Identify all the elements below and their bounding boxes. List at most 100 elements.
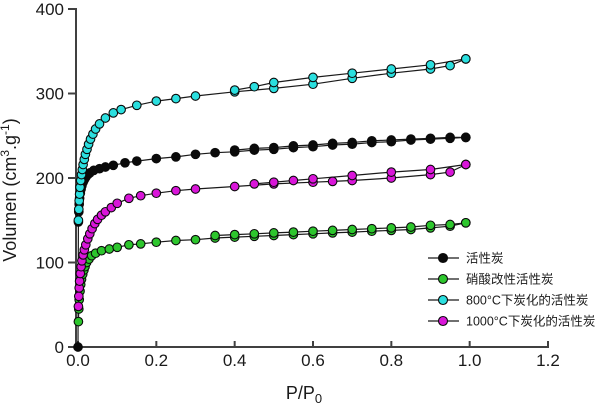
legend-item-label: 硝酸改性活性炭 <box>466 272 554 287</box>
data-point <box>308 173 318 184</box>
data-point <box>288 227 299 237</box>
data-point <box>73 215 84 226</box>
x-tick-label: 0.0 <box>66 351 90 370</box>
y-tick-label: 300 <box>36 85 64 104</box>
data-point <box>108 160 119 171</box>
data-point <box>386 223 397 233</box>
series-2 <box>73 54 471 226</box>
data-point <box>386 64 397 74</box>
data-point <box>308 226 318 237</box>
data-point <box>112 198 123 209</box>
data-point <box>100 162 111 172</box>
data-point <box>445 132 455 143</box>
data-point <box>445 60 455 71</box>
data-point <box>347 170 358 181</box>
data-point <box>268 142 279 153</box>
y-tick-label: 200 <box>36 169 64 188</box>
data-point <box>190 91 201 101</box>
data-point <box>73 316 84 327</box>
data-point <box>327 225 338 236</box>
data-point <box>73 342 83 352</box>
data-point <box>190 149 201 160</box>
data-point <box>171 152 181 162</box>
data-point <box>268 177 279 188</box>
data-point <box>116 104 126 115</box>
data-point <box>406 222 416 232</box>
x-tick-label: 1.2 <box>536 351 560 370</box>
data-point <box>151 188 162 199</box>
data-point <box>229 85 240 95</box>
data-point <box>96 245 107 256</box>
data-point <box>308 140 318 150</box>
data-point <box>229 181 240 192</box>
data-point <box>249 179 260 189</box>
data-point <box>94 119 105 129</box>
data-point <box>460 54 471 64</box>
legend-marker-2 <box>437 294 449 306</box>
data-point <box>288 175 299 186</box>
data-point <box>249 228 260 239</box>
x-tick-label: 0.2 <box>145 351 169 370</box>
data-point <box>151 96 162 106</box>
data-point <box>406 134 416 144</box>
data-point <box>347 224 358 235</box>
x-tick-label: 1.0 <box>458 351 482 370</box>
data-point <box>327 138 338 149</box>
x-tick-label: 0.6 <box>301 351 325 370</box>
x-tick-label: 0.8 <box>380 351 404 370</box>
data-point <box>210 230 220 241</box>
data-point <box>190 184 201 194</box>
data-point <box>73 301 84 312</box>
data-point <box>112 242 123 253</box>
data-point <box>151 153 162 164</box>
data-point <box>190 234 201 245</box>
data-point <box>249 143 260 154</box>
series-3 <box>73 159 471 312</box>
data-point <box>425 164 436 175</box>
data-point <box>131 100 142 111</box>
data-point <box>124 239 134 250</box>
x-tick-label: 0.4 <box>223 351 247 370</box>
axes: 0 100 200 300 400 0.0 0.2 0.4 0.6 0.8 1.0 1.2 Volume… <box>0 0 560 406</box>
y-axis-title: Volumen (cm3.g-1) <box>0 118 20 261</box>
data-point <box>120 157 130 168</box>
data-point <box>386 135 397 145</box>
data-point <box>171 185 181 196</box>
data-point <box>73 204 84 215</box>
data-point <box>366 223 377 234</box>
data-point <box>151 237 162 248</box>
legend-item-label: 1000°C下炭化的活性炭 <box>466 314 595 329</box>
data-point <box>425 133 436 144</box>
y-tick-label: 0 <box>55 338 64 357</box>
data-point <box>229 145 240 155</box>
legend-item-label: 800°C下炭化的活性炭 <box>466 293 588 308</box>
y-tick-label: 400 <box>36 0 64 19</box>
series-1 <box>73 217 471 327</box>
data-point <box>135 239 146 249</box>
data-point <box>210 147 220 158</box>
data-point <box>425 59 436 70</box>
data-point <box>445 167 455 177</box>
data-point <box>124 193 134 204</box>
data-point <box>308 72 318 83</box>
data-point <box>171 235 181 246</box>
data-point <box>386 167 397 177</box>
y-tick-label: 100 <box>36 254 64 273</box>
data-point <box>347 137 358 148</box>
x-axis-title: P/P0 <box>286 383 322 406</box>
data-point <box>288 141 299 151</box>
data-point <box>135 190 146 201</box>
data-point <box>445 219 455 230</box>
legend-marker-3 <box>437 315 449 327</box>
data-point <box>171 93 181 104</box>
data-point <box>131 156 142 166</box>
data-point <box>73 291 84 302</box>
data-point <box>460 217 471 228</box>
data-point <box>327 176 338 187</box>
legend-marker-0 <box>437 252 449 264</box>
data-point <box>347 68 358 79</box>
data-point <box>104 244 115 254</box>
